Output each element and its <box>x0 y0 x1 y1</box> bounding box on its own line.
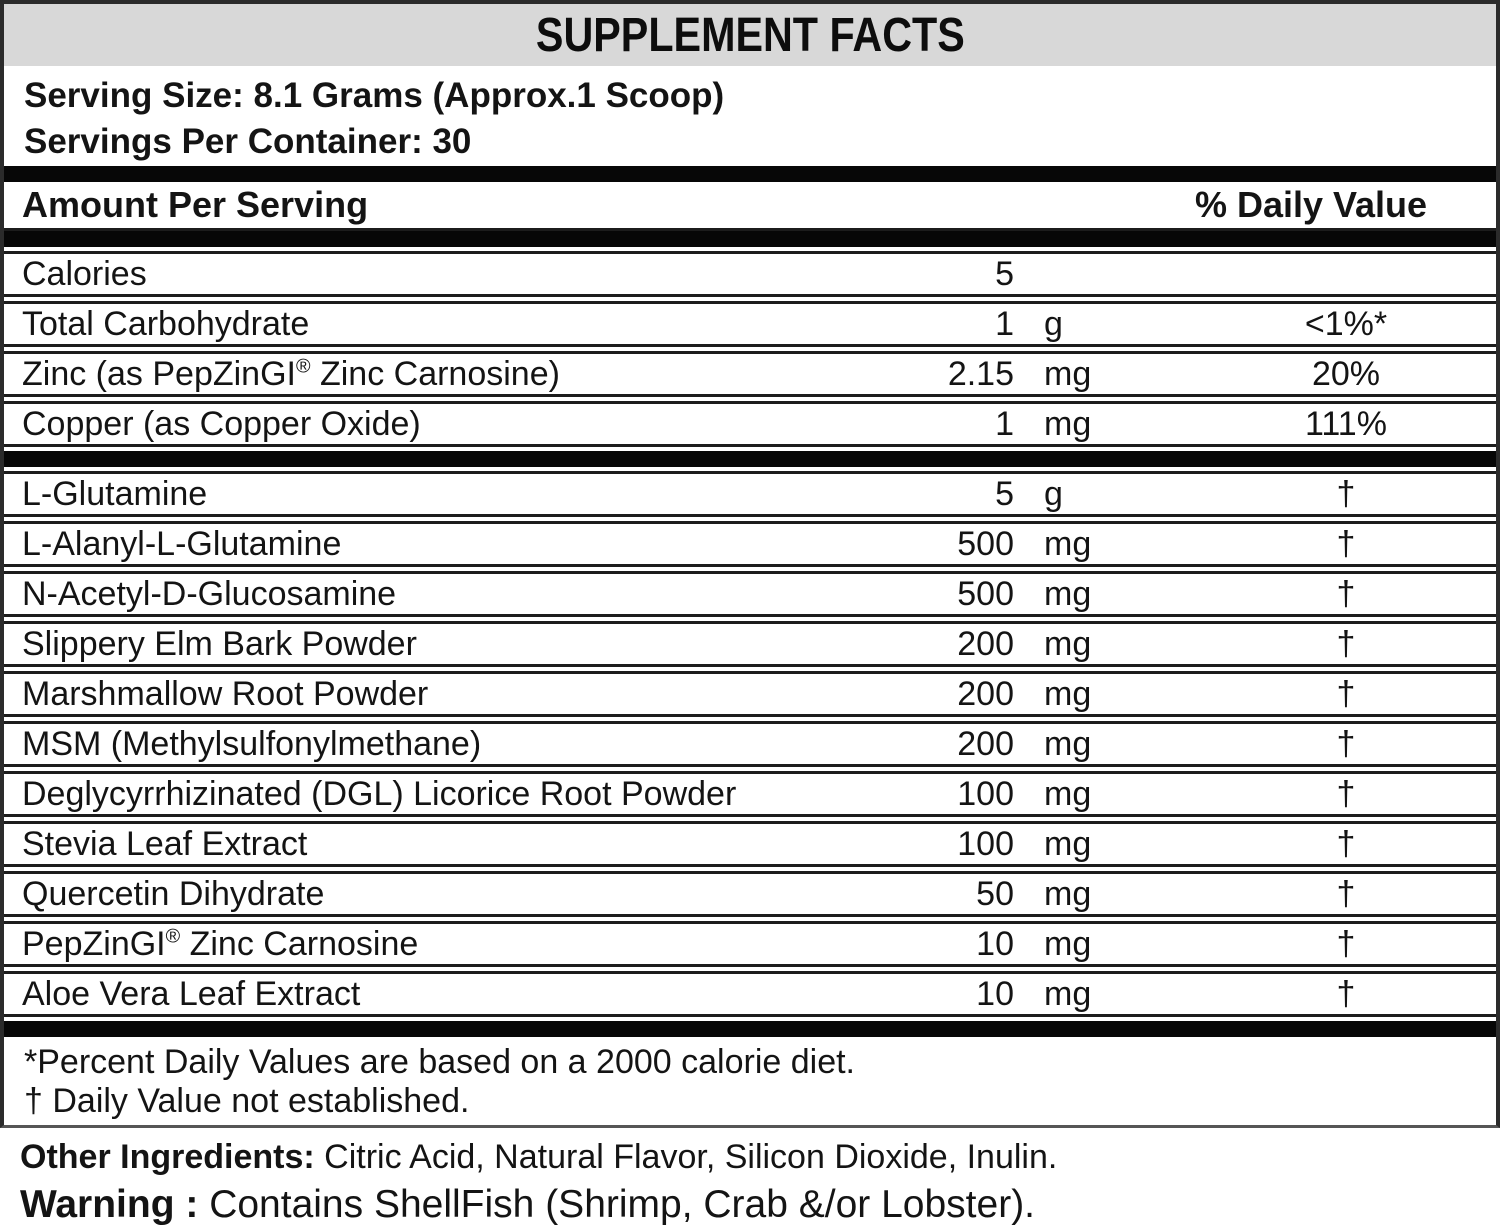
ingredient-amount: 200 <box>957 724 1014 763</box>
ingredient-daily-value: † <box>1336 774 1356 813</box>
page-title: SUPPLEMENT FACTS <box>535 8 965 62</box>
daily-value-header: % Daily Value <box>1194 184 1428 225</box>
ingredient-unit: mg <box>1044 524 1092 563</box>
ingredient-unit: mg <box>1044 974 1092 1013</box>
divider-bar-top <box>4 166 1496 182</box>
table-row: Total Carbohydrate 1 g <1%* <box>4 301 1496 347</box>
table-row: Aloe Vera Leaf Extract 10 mg † <box>4 971 1496 1017</box>
ingredient-unit: mg <box>1044 624 1092 663</box>
table-row: N-Acetyl-D-Glucosamine 500 mg † <box>4 571 1496 617</box>
ingredient-name: Aloe Vera Leaf Extract <box>22 974 361 1013</box>
ingredient-amount: 200 <box>957 624 1014 663</box>
table-row: PepZinGI® Zinc Carnosine 10 mg † <box>4 921 1496 967</box>
ingredient-name: PepZinGI® Zinc Carnosine <box>22 924 419 963</box>
nutrients-section: Calories 5 Total Carbohydrate 1 g <1%* Z… <box>4 247 1496 451</box>
ingredient-name: Calories <box>22 254 147 293</box>
ingredient-name: Deglycyrrhizinated (DGL) Licorice Root P… <box>22 774 737 813</box>
below-panel: Other Ingredients: Citric Acid, Natural … <box>0 1128 1500 1230</box>
ingredients-section: L-Glutamine 5 g † L-Alanyl-L-Glutamine 5… <box>4 467 1496 1021</box>
ingredient-unit: mg <box>1044 574 1092 613</box>
other-ingredients-line: Other Ingredients: Citric Acid, Natural … <box>20 1136 1480 1178</box>
ingredient-unit: mg <box>1044 674 1092 713</box>
other-ingredients-text: Citric Acid, Natural Flavor, Silicon Dio… <box>314 1138 1058 1176</box>
ingredient-amount: 200 <box>957 674 1014 713</box>
percent-dv-footnote: *Percent Daily Values are based on a 200… <box>24 1043 855 1081</box>
table-row: Stevia Leaf Extract 100 mg † <box>4 821 1496 867</box>
ingredient-amount: 1 <box>995 304 1014 343</box>
ingredient-amount: 500 <box>957 524 1014 563</box>
divider-bar-bottom <box>4 1021 1496 1037</box>
ingredient-daily-value: † <box>1336 574 1356 613</box>
table-row: MSM (Methylsulfonylmethane) 200 mg † <box>4 721 1496 767</box>
ingredient-unit: mg <box>1044 774 1092 813</box>
warning-text: Contains ShellFish (Shrimp, Crab &/or Lo… <box>198 1183 1036 1226</box>
ingredient-amount: 2.15 <box>947 354 1014 393</box>
ingredient-unit: mg <box>1044 874 1092 913</box>
ingredient-name: Stevia Leaf Extract <box>22 824 308 863</box>
ingredient-amount: 10 <box>976 974 1014 1013</box>
ingredient-amount: 5 <box>995 474 1014 513</box>
ingredient-name: Quercetin Dihydrate <box>22 874 325 913</box>
dagger-footnote: † Daily Value not established. <box>24 1082 470 1120</box>
amount-per-serving-header: Amount Per Serving <box>22 184 369 225</box>
divider-bar-mid <box>4 451 1496 467</box>
warning-line: Warning : Contains ShellFish (Shrimp, Cr… <box>20 1180 1480 1230</box>
ingredient-name: Marshmallow Root Powder <box>22 674 429 713</box>
ingredient-daily-value: † <box>1336 824 1356 863</box>
ingredient-daily-value: † <box>1336 924 1356 963</box>
ingredient-amount: 500 <box>957 574 1014 613</box>
table-row: Marshmallow Root Powder 200 mg † <box>4 671 1496 717</box>
title-band: SUPPLEMENT FACTS <box>4 4 1496 66</box>
ingredient-daily-value: † <box>1336 974 1356 1013</box>
table-row: Calories 5 <box>4 251 1496 297</box>
ingredient-amount: 10 <box>976 924 1014 963</box>
table-row: L-Alanyl-L-Glutamine 500 mg † <box>4 521 1496 567</box>
ingredient-name: Slippery Elm Bark Powder <box>22 624 417 663</box>
ingredient-unit: g <box>1044 304 1063 343</box>
ingredient-name: L-Glutamine <box>22 474 208 513</box>
ingredient-unit: mg <box>1044 924 1092 963</box>
ingredient-unit: mg <box>1044 724 1092 763</box>
table-row: Zinc (as PepZinGI® Zinc Carnosine) 2.15 … <box>4 351 1496 397</box>
ingredient-daily-value: † <box>1336 474 1356 513</box>
ingredient-amount: 50 <box>976 874 1014 913</box>
ingredient-name: Zinc (as PepZinGI® Zinc Carnosine) <box>22 354 560 393</box>
ingredient-daily-value: <1%* <box>1304 304 1388 343</box>
ingredient-name: N-Acetyl-D-Glucosamine <box>22 574 397 613</box>
ingredient-name: MSM (Methylsulfonylmethane) <box>22 724 482 763</box>
ingredient-daily-value: † <box>1336 524 1356 563</box>
warning-label: Warning : <box>20 1183 199 1226</box>
servings-per-container-line: Servings Per Container: 30 <box>24 122 472 161</box>
table-row: Copper (as Copper Oxide) 1 mg 111% <box>4 401 1496 447</box>
other-ingredients-label: Other Ingredients: <box>20 1138 315 1176</box>
divider-bar-header <box>4 231 1496 247</box>
ingredient-daily-value: † <box>1336 724 1356 763</box>
ingredient-amount: 5 <box>995 254 1014 293</box>
serving-info: Serving Size: 8.1 Grams (Approx.1 Scoop)… <box>4 66 1496 166</box>
ingredient-name: Total Carbohydrate <box>22 304 310 343</box>
ingredient-unit: mg <box>1044 354 1092 393</box>
table-row: Quercetin Dihydrate 50 mg † <box>4 871 1496 917</box>
ingredient-daily-value: 111% <box>1305 404 1387 443</box>
footnotes: *Percent Daily Values are based on a 200… <box>4 1037 1496 1125</box>
serving-size-line: Serving Size: 8.1 Grams (Approx.1 Scoop) <box>24 76 725 115</box>
ingredient-unit: mg <box>1044 824 1092 863</box>
ingredient-name: Copper (as Copper Oxide) <box>22 404 421 443</box>
ingredient-daily-value: † <box>1336 624 1356 663</box>
ingredient-daily-value: † <box>1336 874 1356 913</box>
ingredient-amount: 1 <box>995 404 1014 443</box>
ingredient-amount: 100 <box>957 774 1014 813</box>
ingredient-unit: mg <box>1044 404 1092 443</box>
table-header-row: Amount Per Serving % Daily Value <box>4 182 1496 231</box>
table-row: Slippery Elm Bark Powder 200 mg † <box>4 621 1496 667</box>
ingredient-name: L-Alanyl-L-Glutamine <box>22 524 342 563</box>
table-row: Deglycyrrhizinated (DGL) Licorice Root P… <box>4 771 1496 817</box>
ingredient-unit: g <box>1044 474 1063 513</box>
ingredient-amount: 100 <box>957 824 1014 863</box>
table-row: L-Glutamine 5 g † <box>4 471 1496 517</box>
ingredient-daily-value: † <box>1336 674 1356 713</box>
ingredient-daily-value: 20% <box>1311 354 1381 393</box>
facts-panel: SUPPLEMENT FACTS Serving Size: 8.1 Grams… <box>0 0 1500 1128</box>
